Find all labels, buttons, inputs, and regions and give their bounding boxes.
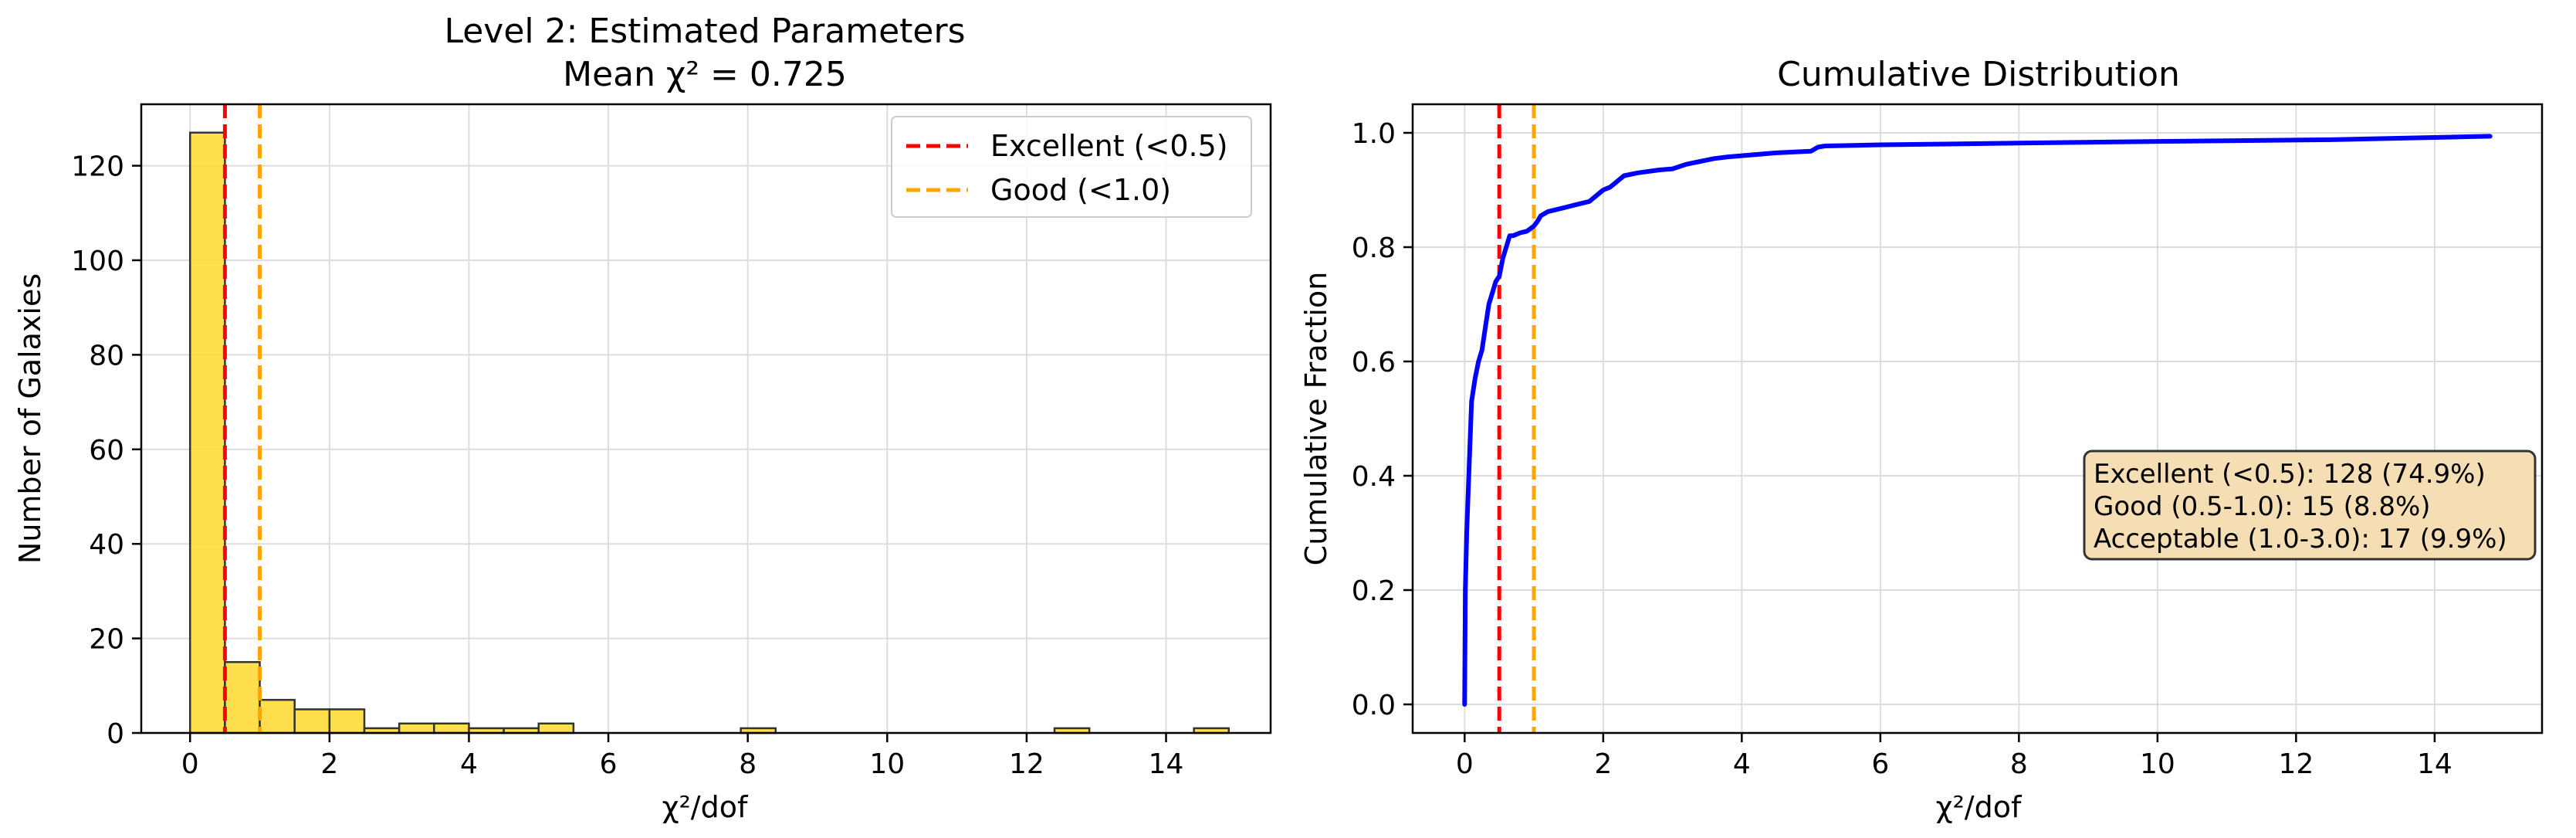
- histogram-bar-6: [398, 722, 435, 735]
- histogram-bar-1: [224, 660, 261, 735]
- histogram-x-tick-label-7: 14: [1149, 748, 1184, 780]
- cumulative-reference-lines: [1497, 104, 1536, 733]
- histogram-bar-10: [537, 722, 575, 735]
- histogram-y-axis-ticks: 0 20 40 60 80 100 120: [71, 151, 141, 750]
- histogram-x-tick-label-2: 4: [460, 748, 478, 780]
- histogram-bar-3: [293, 708, 331, 735]
- stats-box: Excellent (<0.5): 128 (74.9%) Good (0.5-…: [2083, 450, 2537, 561]
- cumulative-y-tick-label-0: 0.0: [1352, 690, 1396, 721]
- histogram-bar-7: [433, 722, 470, 735]
- cumulative-x-axis-ticks: 0 2 4 6 8 10 12 14: [1456, 733, 2452, 780]
- histogram-x-tick-label-5: 10: [869, 748, 905, 780]
- legend: Excellent (<0.5) Good (<1.0): [891, 116, 1252, 218]
- histogram-y-tick-label-6: 120: [71, 151, 124, 183]
- cumulative-y-axis-label: Cumulative Fraction: [1299, 272, 1333, 566]
- cumulative-y-tick-label-5: 1.0: [1352, 118, 1396, 150]
- histogram-subtitle: Mean χ² = 0.725: [563, 55, 847, 94]
- histogram-x-tick-label-4: 8: [739, 748, 757, 780]
- histogram-reference-lines: [222, 104, 262, 733]
- cumulative-x-tick-label-0: 0: [1456, 748, 1474, 780]
- legend-label-good: Good (<1.0): [990, 173, 1171, 207]
- cumulative-x-tick-label-6: 12: [2278, 748, 2314, 780]
- histogram-bar-4: [328, 708, 366, 735]
- stats-line-excellent: Excellent (<0.5): 128 (74.9%): [2094, 459, 2486, 490]
- cumulative-plot-frame: [1411, 103, 2544, 735]
- histogram-x-tick-label-0: 0: [181, 748, 199, 780]
- histogram-x-tick-label-1: 2: [320, 748, 338, 780]
- histogram-x-tick-label-3: 6: [600, 748, 618, 780]
- cumulative-y-tick-label-4: 0.8: [1352, 232, 1396, 264]
- histogram-bars: [188, 131, 1230, 735]
- histogram-y-tick-label-0: 0: [107, 718, 124, 750]
- cumulative-y-tick-label-1: 0.2: [1352, 575, 1396, 607]
- histogram-x-axis-ticks: 0 2 4 6 8 10 12 14: [181, 733, 1184, 780]
- histogram-x-tick-label-6: 12: [1009, 748, 1044, 780]
- histogram-panel: Level 2: Estimated Parameters Mean χ² = …: [13, 12, 1272, 824]
- cumulative-x-tick-label-5: 10: [2140, 748, 2175, 780]
- histogram-y-tick-label-3: 60: [89, 435, 124, 466]
- histogram-y-tick-label-2: 40: [89, 529, 124, 561]
- histogram-y-tick-label-1: 20: [89, 624, 124, 656]
- histogram-title: Level 2: Estimated Parameters: [444, 12, 965, 51]
- cumulative-panel: Cumulative Distribution 0 2 4 6 8 10 12 14 0.00…: [1299, 55, 2544, 824]
- cumulative-x-tick-label-2: 4: [1733, 748, 1751, 780]
- histogram-bar-2: [259, 698, 296, 735]
- cumulative-y-tick-label-3: 0.6: [1352, 347, 1396, 378]
- histogram-bar-0: [188, 131, 226, 735]
- cumulative-grid: [1413, 104, 2542, 733]
- cumulative-x-tick-label-4: 8: [2010, 748, 2028, 780]
- cumulative-x-tick-label-3: 6: [1871, 748, 1889, 780]
- legend-label-excellent: Excellent (<0.5): [990, 129, 1228, 163]
- histogram-y-tick-label-5: 100: [71, 246, 124, 277]
- cumulative-x-tick-label-1: 2: [1594, 748, 1612, 780]
- stats-line-good: Good (0.5-1.0): 15 (8.8%): [2094, 491, 2431, 522]
- stats-line-acceptable: Acceptable (1.0-3.0): 17 (9.9%): [2094, 524, 2507, 555]
- cumulative-x-axis-label: χ²/dof: [1936, 790, 2023, 824]
- stats-box-background: [2083, 450, 2537, 561]
- histogram-plot-frame: [140, 103, 1272, 735]
- cumulative-y-axis-ticks: 0.0 0.2 0.4 0.6 0.8 1.0: [1352, 118, 1413, 721]
- cumulative-y-tick-label-2: 0.4: [1352, 461, 1396, 493]
- cumulative-x-tick-label-7: 14: [2417, 748, 2452, 780]
- legend-box: [891, 116, 1252, 218]
- histogram-grid: [141, 104, 1271, 734]
- cumulative-title: Cumulative Distribution: [1777, 55, 2180, 94]
- cumulative-line: [1462, 134, 2493, 707]
- histogram-y-tick-label-4: 80: [89, 340, 124, 372]
- histogram-x-axis-label: χ²/dof: [662, 790, 749, 824]
- histogram-y-axis-label: Number of Galaxies: [13, 273, 47, 564]
